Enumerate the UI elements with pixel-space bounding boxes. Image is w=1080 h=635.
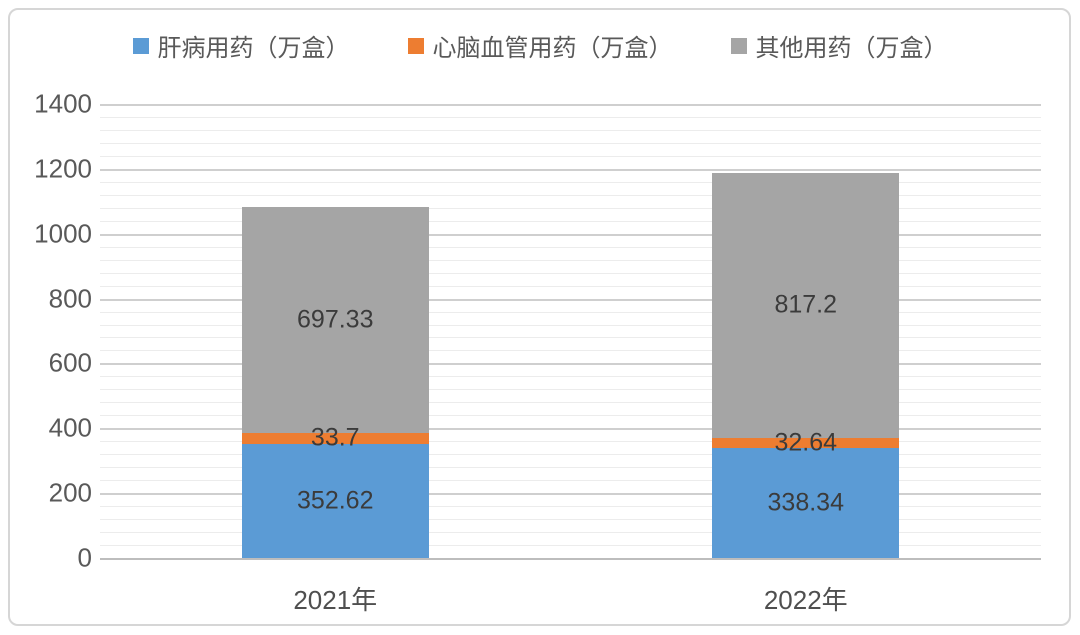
- y-axis-tick-label: 400: [48, 412, 92, 443]
- x-axis-line: [100, 558, 1041, 560]
- minor-gridline: [100, 155, 1041, 157]
- y-axis-tick-label: 1400: [34, 88, 92, 119]
- minor-gridline: [100, 441, 1041, 443]
- minor-gridline: [100, 246, 1041, 248]
- legend-swatch-icon: [407, 37, 424, 54]
- bar-value-label: 352.62: [297, 486, 374, 515]
- minor-gridline: [100, 545, 1041, 547]
- bar-value-label: 32.64: [774, 428, 838, 457]
- major-gridline: [100, 233, 1041, 236]
- minor-gridline: [100, 337, 1041, 339]
- minor-gridline: [100, 285, 1041, 287]
- minor-gridline: [100, 259, 1041, 261]
- bar-value-label: 33.7: [310, 423, 360, 452]
- minor-gridline: [100, 220, 1041, 222]
- minor-gridline: [100, 402, 1041, 404]
- minor-gridline: [100, 467, 1041, 469]
- y-axis-tick-label: 0: [77, 542, 92, 573]
- bar-value-label: 338.34: [767, 488, 844, 517]
- major-gridline: [100, 363, 1041, 366]
- legend-swatch-icon: [132, 37, 149, 54]
- major-gridline: [100, 493, 1041, 496]
- chart-legend: 肝病用药（万盒） 心脑血管用药（万盒） 其他用药（万盒）: [0, 28, 1080, 63]
- minor-gridline: [100, 129, 1041, 131]
- y-axis-tick-label: 200: [48, 477, 92, 508]
- bar-segment-other-medication: [241, 206, 429, 433]
- bar-value-label: 697.33: [297, 305, 374, 334]
- bar-segment-liver-medication: [241, 443, 429, 558]
- legend-item-other-medication: 其他用药（万盒）: [730, 28, 948, 63]
- minor-gridline: [100, 506, 1041, 508]
- minor-gridline: [100, 272, 1041, 274]
- minor-gridline: [100, 389, 1041, 391]
- bar-segment-liver-medication: [712, 448, 900, 558]
- minor-gridline: [100, 376, 1041, 378]
- legend-label: 其他用药（万盒）: [755, 35, 948, 62]
- bar-value-label: 817.2: [774, 290, 838, 319]
- minor-gridline: [100, 350, 1041, 352]
- minor-gridline: [100, 532, 1041, 534]
- y-axis-tick-label: 1200: [34, 153, 92, 184]
- x-axis-category-label: 2022年: [763, 585, 848, 615]
- minor-gridline: [100, 194, 1041, 196]
- legend-label: 心脑血管用药（万盒）: [432, 35, 673, 62]
- y-axis-tick-label: 1000: [34, 218, 92, 249]
- minor-gridline: [100, 142, 1041, 144]
- y-axis-tick-label: 600: [48, 347, 92, 378]
- x-axis-category-label: 2021年: [293, 585, 378, 615]
- minor-gridline: [100, 324, 1041, 326]
- minor-gridline: [100, 519, 1041, 521]
- bar-segment-cardio-cerebrovascular-medication: [712, 437, 900, 449]
- major-gridline: [100, 298, 1041, 301]
- legend-item-liver-medication: 肝病用药（万盒）: [132, 28, 350, 63]
- major-gridline: [100, 428, 1041, 431]
- bar-segment-cardio-cerebrovascular-medication: [241, 432, 429, 444]
- legend-swatch-icon: [730, 37, 747, 54]
- minor-gridline: [100, 311, 1041, 313]
- y-axis-tick-label: 800: [48, 283, 92, 314]
- minor-gridline: [100, 480, 1041, 482]
- minor-gridline: [100, 207, 1041, 209]
- major-gridline: [100, 104, 1041, 106]
- major-gridline: [100, 168, 1041, 171]
- legend-item-cardio-cerebrovascular-medication: 心脑血管用药（万盒）: [407, 28, 673, 63]
- legend-label: 肝病用药（万盒）: [157, 35, 350, 62]
- minor-gridline: [100, 454, 1041, 456]
- minor-gridline: [100, 181, 1041, 183]
- minor-gridline: [100, 116, 1041, 118]
- minor-gridline: [100, 415, 1041, 417]
- bar-segment-other-medication: [712, 172, 900, 438]
